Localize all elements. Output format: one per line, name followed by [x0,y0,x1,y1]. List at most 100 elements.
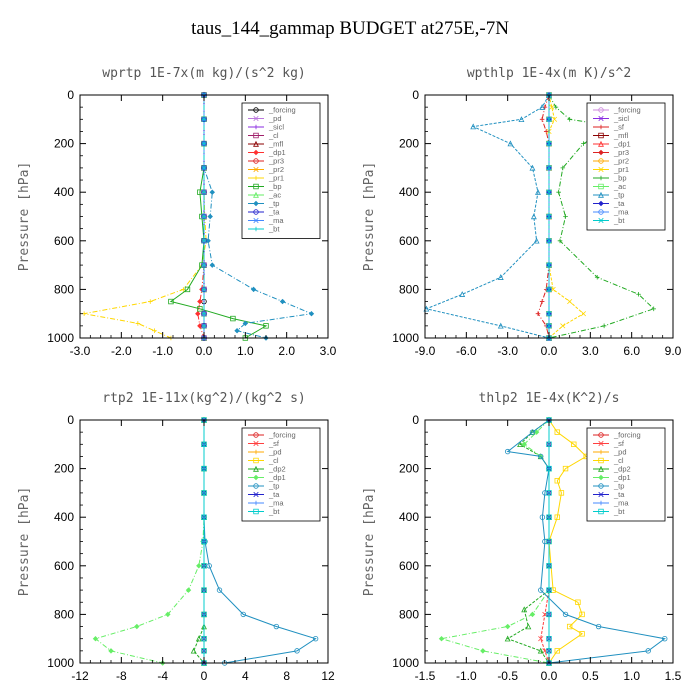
legend-entry: _sf [593,439,625,448]
data-point [201,465,207,472]
data-point [497,274,504,280]
series-line [84,95,207,339]
x-tick-label: 0.0 [541,344,558,358]
data-point [201,323,207,329]
legend-marker [253,457,259,464]
legend-label: _cl [268,131,279,140]
legend-label: _forcing [613,431,641,440]
data-point [201,563,207,569]
legend-label: _mfl [613,131,629,140]
legend-label: _sf [613,439,625,448]
legend-marker [598,209,604,215]
data-point [594,274,600,280]
data-point [216,587,223,593]
data-point [190,647,197,654]
legend-entry: _pd [593,448,627,457]
data-point [554,514,560,520]
legend-label: _ta [268,208,280,217]
legend-entry: _ta [248,208,280,217]
data-point [197,323,203,329]
y-tick-label: 800 [399,607,419,621]
legend-marker [253,124,259,130]
legend-marker [598,149,604,156]
data-point [553,104,559,110]
data-point [560,323,566,329]
data-point [538,453,544,460]
data-point [294,648,300,654]
legend-marker [598,465,604,472]
data-point [308,310,315,317]
data-point [518,116,525,122]
y-tick-label: 800 [399,282,419,296]
data-point [556,189,561,195]
legend-marker [253,132,259,139]
data-point [312,636,319,642]
legend-label: _dp2 [613,465,631,474]
x-tick-label: 12 [321,669,335,683]
legend-marker [598,107,604,113]
data-point [273,623,280,630]
legend-label: _pr1 [613,165,629,174]
legend-entry: _forcing [248,431,296,440]
data-point [201,514,207,520]
data-point [535,311,541,316]
data-point [480,648,486,654]
data-point [562,611,569,618]
data-point [546,165,552,171]
legend-entry: _ta [593,490,625,499]
legend-marker [598,166,604,173]
data-point [537,647,544,654]
data-point [242,320,249,327]
data-point [438,635,445,642]
x-tick-label: -3.0 [70,344,91,358]
legend-entry: _ac [248,191,281,200]
data-point [636,291,641,297]
legend-marker [598,132,604,139]
legend-label: _forcing [613,106,641,115]
legend-entry: _ta [248,490,280,499]
legend-entry: _tp [248,199,279,208]
data-point [562,465,569,472]
data-point [546,611,552,618]
legend-marker [253,158,259,164]
data-point [567,298,573,305]
x-tick-label: 9.0 [665,344,682,358]
x-tick-label: 8 [283,669,290,683]
data-point [546,323,552,329]
legend-entry: _mfl [248,140,284,149]
legend-marker [598,474,604,481]
data-point [504,623,511,630]
panel-title: wprtp 1E-7x(m kg)/(s^2 kg) [102,66,306,81]
series-line [506,419,666,664]
legend-entry: _bp [593,174,627,183]
legend-label: _cl [268,456,279,465]
data-point [566,623,573,630]
legend-entry: _cl [593,456,624,465]
legend-entry: _pd [248,448,282,457]
legend-entry: _dp2 [248,465,286,474]
x-tick-label: -4 [157,669,168,683]
data-point [201,117,207,122]
data-point [546,636,552,642]
legend-entry: _sicl [248,123,284,132]
x-tick-label: -1.0 [456,669,477,683]
data-point [539,117,545,122]
legend-label: _bp [613,174,627,183]
legend-entry: _ma [248,499,284,508]
data-point [579,631,585,637]
data-point [533,237,540,244]
data-point [546,189,552,195]
x-tick-label: 1.0 [237,344,254,358]
data-point [551,116,558,122]
legend-marker [598,140,604,147]
y-tick-label: 1000 [392,331,419,345]
data-point [168,298,174,305]
series-tp [423,91,552,341]
legend-marker [598,449,604,455]
data-point [554,429,560,435]
legend-entry: _bt [248,507,280,516]
legend-marker [598,175,604,181]
legend-label: _sf [613,123,625,132]
legend-label: _pd [613,448,627,457]
data-point [209,189,215,195]
